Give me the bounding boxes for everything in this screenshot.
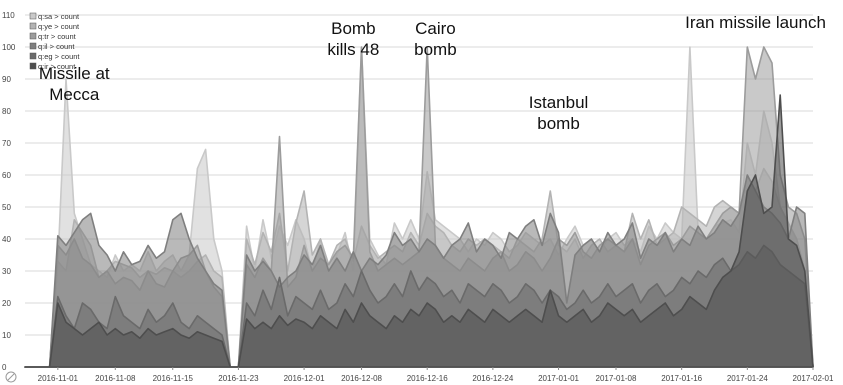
annotation-label: Missile at Mecca <box>39 64 110 104</box>
y-tick-label: 0 <box>2 363 7 372</box>
legend-swatch <box>29 42 37 50</box>
legend-label: q:sa > count <box>38 12 80 21</box>
x-tick-label: 2016-12-24 <box>472 374 513 383</box>
legend-label: q:tr > count <box>38 32 77 41</box>
x-tick-label: 2017-01-24 <box>727 374 768 383</box>
y-tick-label: 70 <box>2 139 11 148</box>
legend-swatch <box>29 12 37 20</box>
y-tick-label: 60 <box>2 171 11 180</box>
x-tick-label: 2016-12-01 <box>284 374 325 383</box>
y-tick-label: 20 <box>2 299 11 308</box>
x-tick-label: 2016-11-08 <box>95 374 136 383</box>
x-tick-label: 2017-01-16 <box>661 374 702 383</box>
series-area <box>24 94 814 368</box>
annotation-label: Cairo bomb <box>414 19 457 59</box>
x-tick-label: 2016-11-23 <box>218 374 259 383</box>
x-axis-ticks: 2016-11-01 2016-11-08 2016-11-15 2016-11-23… <box>38 367 834 383</box>
legend-swatch <box>29 62 37 70</box>
y-tick-label: 40 <box>2 235 11 244</box>
annotation-label: Bomb kills 48 <box>327 19 379 59</box>
y-axis-ticks: 0 10 20 30 40 50 60 70 80 90 100 110 <box>2 11 16 372</box>
legend-label: q:il > count <box>38 42 75 51</box>
y-tick-label: 110 <box>2 11 15 20</box>
legend-swatch <box>29 52 37 60</box>
legend-label: q:ir > count <box>38 62 76 71</box>
x-tick-label: 2016-12-08 <box>341 374 382 383</box>
y-tick-label: 50 <box>2 203 11 212</box>
x-tick-label: 2016-12-16 <box>407 374 448 383</box>
x-tick-label: 2017-01-08 <box>596 374 637 383</box>
legend-label: q:ye > count <box>38 22 80 31</box>
annotation-label: Iran missile launch <box>685 13 826 32</box>
y-tick-label: 100 <box>2 43 16 52</box>
annotation-label: Istanbul bomb <box>529 93 589 133</box>
series-areas <box>24 46 814 368</box>
chart-reset-icon[interactable] <box>5 371 17 383</box>
annotations: Missile at Mecca Bomb kills 48 Cairo bomb Ista… <box>39 13 826 133</box>
legend-label: q:eg > count <box>38 52 80 61</box>
x-tick-label: 2016-11-15 <box>153 374 194 383</box>
y-tick-label: 10 <box>2 331 11 340</box>
y-tick-label: 80 <box>2 107 11 116</box>
x-tick-label: 2016-11-01 <box>38 374 79 383</box>
legend-swatch <box>29 22 37 30</box>
x-tick-label: 2017-02-01 <box>793 374 834 383</box>
x-tick-label: 2017-01-01 <box>538 374 579 383</box>
y-tick-label: 90 <box>2 75 11 84</box>
y-tick-label: 30 <box>2 267 11 276</box>
legend-swatch <box>29 32 37 40</box>
